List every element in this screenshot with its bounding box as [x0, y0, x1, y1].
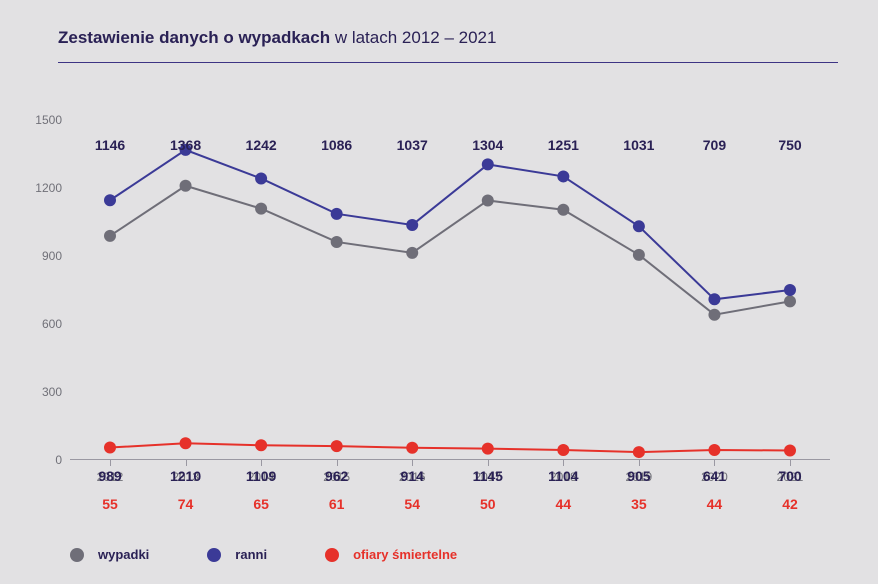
x-tick-mark	[639, 460, 640, 466]
series-marker-ranni	[482, 158, 494, 170]
series-marker-wypadki	[255, 203, 267, 215]
value-label-ofiary: 65	[253, 496, 269, 512]
x-tick-mark	[186, 460, 187, 466]
value-label-wypadki: 1104	[548, 468, 578, 484]
legend-label: wypadki	[98, 547, 149, 562]
value-label-wypadki: 700	[778, 468, 801, 484]
series-marker-wypadki	[784, 295, 796, 307]
series-marker-ranni	[633, 220, 645, 232]
value-label-ofiary: 61	[329, 496, 345, 512]
value-label-ranni: 1242	[246, 137, 277, 153]
legend-item-ranni: ranni	[207, 547, 267, 562]
series-marker-ofiary	[104, 442, 116, 454]
x-tick-mark	[714, 460, 715, 466]
series-marker-ranni	[784, 284, 796, 296]
value-label-wypadki: 989	[98, 468, 121, 484]
series-marker-ofiary	[708, 444, 720, 456]
value-label-ranni: 1304	[472, 137, 503, 153]
value-label-ranni: 709	[703, 137, 726, 153]
series-line-ranni	[110, 150, 790, 299]
value-label-ranni: 750	[778, 137, 801, 153]
x-tick-mark	[261, 460, 262, 466]
x-tick-mark	[488, 460, 489, 466]
series-marker-ofiary	[557, 444, 569, 456]
value-label-ranni: 1368	[170, 137, 201, 153]
value-label-wypadki: 1145	[473, 468, 503, 484]
series-marker-ofiary	[482, 443, 494, 455]
series-line-ofiary	[110, 443, 790, 452]
x-tick-mark	[412, 460, 413, 466]
chart-svg	[70, 120, 830, 460]
series-marker-ranni	[255, 172, 267, 184]
value-label-ofiary: 55	[102, 496, 118, 512]
x-tick-mark	[337, 460, 338, 466]
value-label-ofiary: 74	[178, 496, 194, 512]
series-marker-ranni	[331, 208, 343, 220]
series-marker-ranni	[557, 170, 569, 182]
series-marker-ranni	[406, 219, 418, 231]
x-tick-mark	[563, 460, 564, 466]
legend-item-wypadki: wypadki	[70, 547, 149, 562]
value-label-ofiary: 44	[707, 496, 723, 512]
series-marker-ofiary	[784, 444, 796, 456]
value-label-ranni: 1146	[95, 137, 125, 153]
title-underline	[58, 62, 838, 63]
legend: wypadki ranni ofiary śmiertelne	[70, 547, 457, 562]
series-marker-ofiary	[180, 437, 192, 449]
value-label-wypadki: 641	[703, 468, 726, 484]
value-label-ranni: 1251	[548, 137, 579, 153]
value-label-wypadki: 1109	[246, 468, 276, 484]
value-label-ofiary: 50	[480, 496, 496, 512]
y-tick-label: 900	[42, 249, 62, 263]
value-label-wypadki: 1210	[170, 468, 201, 484]
y-tick-label: 1200	[35, 181, 62, 195]
x-tick-mark	[790, 460, 791, 466]
series-marker-ofiary	[331, 440, 343, 452]
y-tick-label: 1500	[35, 113, 62, 127]
value-label-ranni: 1031	[623, 137, 654, 153]
value-label-ofiary: 44	[556, 496, 572, 512]
value-label-ofiary: 35	[631, 496, 647, 512]
series-marker-ofiary	[255, 439, 267, 451]
value-label-ofiary: 54	[404, 496, 420, 512]
legend-dot-wypadki	[70, 548, 84, 562]
series-marker-wypadki	[482, 194, 494, 206]
value-label-ofiary: 42	[782, 496, 798, 512]
value-label-wypadki: 962	[325, 468, 348, 484]
legend-label: ofiary śmiertelne	[353, 547, 457, 562]
series-marker-wypadki	[331, 236, 343, 248]
series-marker-wypadki	[633, 249, 645, 261]
legend-label: ranni	[235, 547, 267, 562]
y-tick-label: 600	[42, 317, 62, 331]
value-label-ranni: 1037	[397, 137, 428, 153]
x-tick-mark	[110, 460, 111, 466]
y-tick-label: 300	[42, 385, 62, 399]
chart-title-rest: w latach 2012 – 2021	[330, 28, 496, 47]
series-marker-wypadki	[708, 309, 720, 321]
legend-item-ofiary: ofiary śmiertelne	[325, 547, 457, 562]
series-marker-ranni	[104, 194, 116, 206]
legend-dot-ofiary	[325, 548, 339, 562]
chart-title-bold: Zestawienie danych o wypadkach	[58, 28, 330, 47]
legend-dot-ranni	[207, 548, 221, 562]
series-line-wypadki	[110, 186, 790, 315]
series-marker-ofiary	[633, 446, 645, 458]
chart-container: Zestawienie danych o wypadkach w latach …	[0, 0, 878, 584]
series-marker-ofiary	[406, 442, 418, 454]
chart-title: Zestawienie danych o wypadkach w latach …	[58, 28, 496, 48]
plot-area: 0300600900120015002012201320142015201620…	[70, 120, 830, 460]
series-marker-ranni	[708, 293, 720, 305]
series-marker-wypadki	[104, 230, 116, 242]
series-marker-wypadki	[406, 247, 418, 259]
value-label-wypadki: 905	[627, 468, 650, 484]
series-marker-wypadki	[180, 180, 192, 192]
value-label-ranni: 1086	[321, 137, 352, 153]
value-label-wypadki: 914	[401, 468, 424, 484]
series-marker-wypadki	[557, 204, 569, 216]
y-tick-label: 0	[55, 453, 62, 467]
